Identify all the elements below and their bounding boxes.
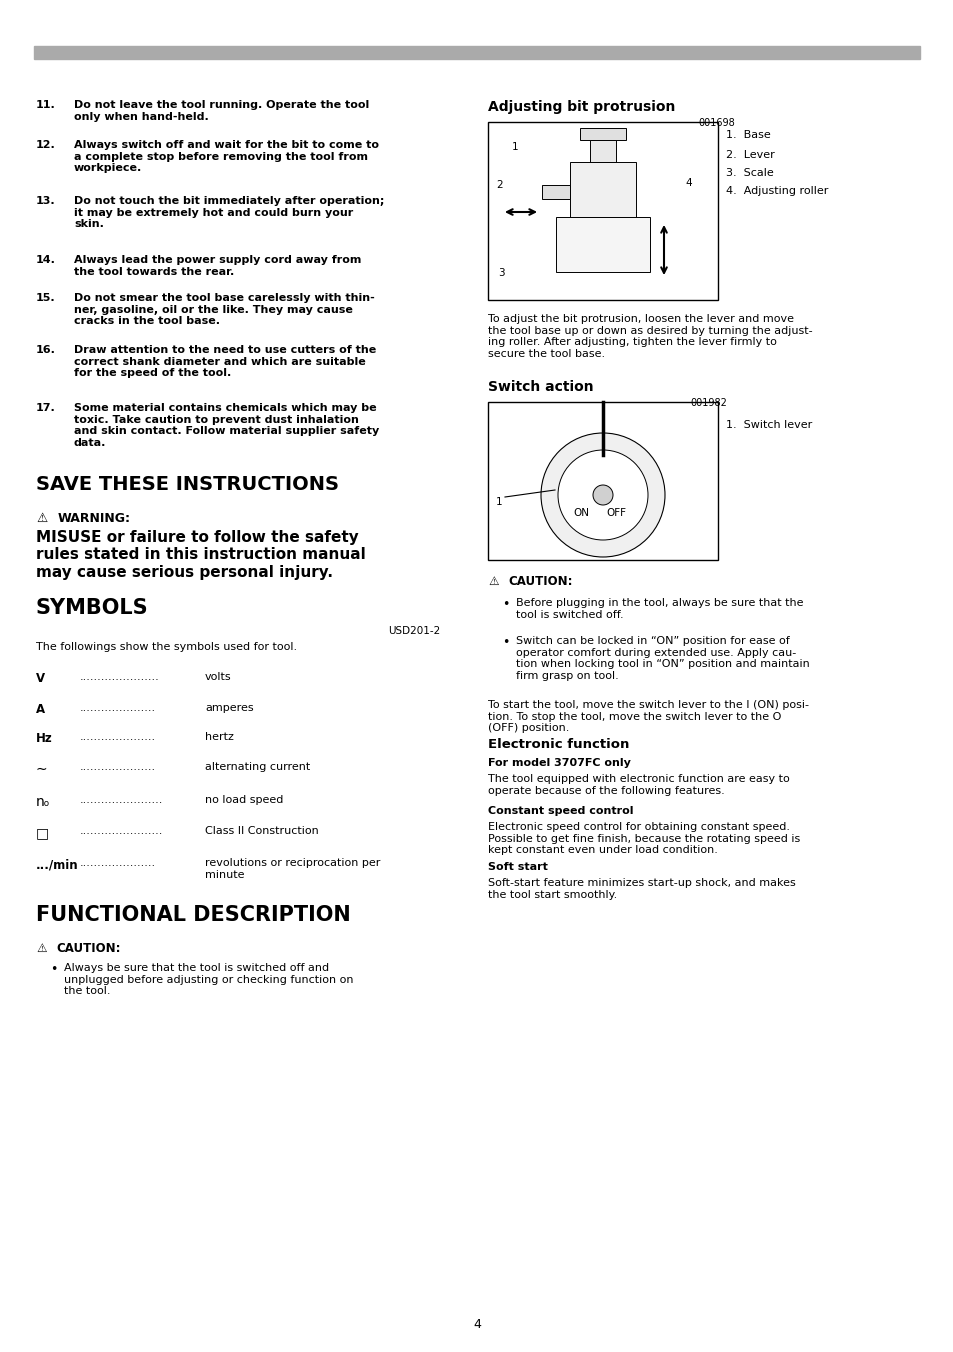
Text: Switch action: Switch action — [488, 380, 593, 393]
Text: Some material contains chemicals which may be
toxic. Take caution to prevent dus: Some material contains chemicals which m… — [74, 403, 379, 448]
Text: CAUTION:: CAUTION: — [56, 942, 120, 955]
Text: Draw attention to the need to use cutters of the
correct shank diameter and whic: Draw attention to the need to use cutter… — [74, 345, 375, 379]
Text: .....................: ..................... — [80, 763, 156, 772]
Bar — [579, 128, 625, 141]
Text: Always be sure that the tool is switched off and
unplugged before adjusting or c: Always be sure that the tool is switched… — [64, 963, 354, 996]
Text: For model 3707FC only: For model 3707FC only — [488, 758, 630, 768]
Text: ⚠: ⚠ — [36, 512, 48, 525]
Text: •: • — [501, 635, 509, 649]
Text: ON: ON — [573, 508, 588, 518]
Text: Adjusting bit protrusion: Adjusting bit protrusion — [488, 100, 675, 114]
Text: .......................: ....................... — [80, 795, 163, 804]
Text: 1: 1 — [512, 142, 518, 151]
Text: SAVE THESE INSTRUCTIONS: SAVE THESE INSTRUCTIONS — [36, 475, 338, 493]
Text: The tool equipped with electronic function are easy to
operate because of the fo: The tool equipped with electronic functi… — [488, 773, 789, 795]
Text: Constant speed control: Constant speed control — [488, 806, 633, 817]
Bar — [556, 218, 649, 272]
Text: .......................: ....................... — [80, 826, 163, 836]
Text: ⚠: ⚠ — [488, 575, 498, 588]
Text: 001698: 001698 — [698, 118, 734, 128]
Text: The followings show the symbols used for tool.: The followings show the symbols used for… — [36, 642, 296, 652]
Text: A: A — [36, 703, 45, 717]
Text: SYMBOLS: SYMBOLS — [36, 598, 149, 618]
Circle shape — [593, 485, 613, 506]
Text: Soft-start feature minimizes start-up shock, and makes
the tool start smoothly.: Soft-start feature minimizes start-up sh… — [488, 877, 795, 899]
Text: 14.: 14. — [36, 256, 56, 265]
Text: Do not smear the tool base carelessly with thin-
ner, gasoline, oil or the like.: Do not smear the tool base carelessly wi… — [74, 293, 375, 326]
Text: Always lead the power supply cord away from
the tool towards the rear.: Always lead the power supply cord away f… — [74, 256, 361, 277]
Text: V: V — [36, 672, 45, 685]
Text: nₒ: nₒ — [36, 795, 51, 808]
Text: ⚠: ⚠ — [36, 942, 47, 955]
Circle shape — [558, 450, 647, 539]
Text: volts: volts — [205, 672, 232, 681]
Text: 001982: 001982 — [689, 397, 726, 408]
Text: 1.  Switch lever: 1. Switch lever — [725, 420, 811, 430]
Text: revolutions or reciprocation per
minute: revolutions or reciprocation per minute — [205, 859, 380, 880]
Text: 2: 2 — [496, 180, 502, 191]
Text: Do not touch the bit immediately after operation;
it may be extremely hot and co: Do not touch the bit immediately after o… — [74, 196, 384, 230]
Text: alternating current: alternating current — [205, 763, 310, 772]
Text: hertz: hertz — [205, 731, 233, 742]
Text: Do not leave the tool running. Operate the tool
only when hand-held.: Do not leave the tool running. Operate t… — [74, 100, 369, 122]
Text: 4.  Adjusting roller: 4. Adjusting roller — [725, 187, 827, 196]
Bar — [569, 162, 636, 218]
Text: 16.: 16. — [36, 345, 56, 356]
Text: Always switch off and wait for the bit to come to
a complete stop before removin: Always switch off and wait for the bit t… — [74, 141, 378, 173]
Text: MISUSE or failure to follow the safety
rules stated in this instruction manual
m: MISUSE or failure to follow the safety r… — [36, 530, 365, 580]
Text: ......................: ...................... — [80, 672, 159, 681]
Text: Electronic function: Electronic function — [488, 738, 629, 750]
Text: 3.  Scale: 3. Scale — [725, 168, 773, 178]
Text: Class II Construction: Class II Construction — [205, 826, 318, 836]
Bar — [589, 141, 616, 162]
Text: Hz: Hz — [36, 731, 52, 745]
Text: amperes: amperes — [205, 703, 253, 713]
Bar — [541, 185, 569, 199]
Text: □: □ — [36, 826, 49, 840]
Text: To adjust the bit protrusion, loosen the lever and move
the tool base up or down: To adjust the bit protrusion, loosen the… — [488, 314, 812, 358]
Text: 11.: 11. — [36, 100, 55, 110]
Text: 12.: 12. — [36, 141, 55, 150]
Text: USD201-2: USD201-2 — [387, 626, 439, 635]
Text: CAUTION:: CAUTION: — [507, 575, 572, 588]
Text: 1.  Base: 1. Base — [725, 130, 770, 141]
Text: 4: 4 — [684, 178, 691, 188]
Bar — [488, 402, 718, 560]
Text: ∼: ∼ — [36, 763, 48, 776]
Text: .....................: ..................... — [80, 859, 156, 868]
Text: 13.: 13. — [36, 196, 55, 206]
Text: .....................: ..................... — [80, 731, 156, 742]
Circle shape — [540, 433, 664, 557]
Text: 15.: 15. — [36, 293, 55, 303]
Text: Switch can be locked in “ON” position for ease of
operator comfort during extend: Switch can be locked in “ON” position fo… — [516, 635, 809, 681]
Bar — [34, 46, 919, 59]
Bar — [488, 122, 718, 300]
Text: 1: 1 — [496, 498, 502, 507]
Text: •: • — [501, 598, 509, 611]
Text: no load speed: no load speed — [205, 795, 283, 804]
Text: OFF: OFF — [605, 508, 625, 518]
Text: FUNCTIONAL DESCRIPTION: FUNCTIONAL DESCRIPTION — [36, 904, 351, 925]
Text: .....................: ..................... — [80, 703, 156, 713]
Text: Soft start: Soft start — [488, 863, 547, 872]
Text: Electronic speed control for obtaining constant speed.
Possible to get fine fini: Electronic speed control for obtaining c… — [488, 822, 800, 856]
Text: 4: 4 — [473, 1318, 480, 1330]
Text: •: • — [50, 963, 57, 976]
Text: .../min: .../min — [36, 859, 78, 871]
Text: Before plugging in the tool, always be sure that the
tool is switched off.: Before plugging in the tool, always be s… — [516, 598, 802, 619]
Text: 2.  Lever: 2. Lever — [725, 150, 774, 160]
Text: WARNING:: WARNING: — [58, 512, 131, 525]
Text: To start the tool, move the switch lever to the I (ON) posi-
tion. To stop the t: To start the tool, move the switch lever… — [488, 700, 808, 733]
Text: 17.: 17. — [36, 403, 55, 412]
Text: 3: 3 — [497, 268, 504, 279]
